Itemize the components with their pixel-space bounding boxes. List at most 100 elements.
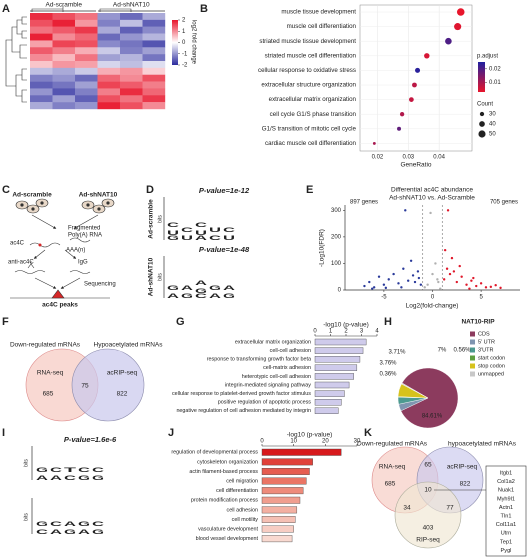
venn-circle xyxy=(71,348,145,422)
heatmap-cell xyxy=(75,74,98,82)
dot xyxy=(454,23,462,31)
category-label: cellular response to platelet-derived gr… xyxy=(172,391,311,397)
point xyxy=(452,270,456,273)
x-tick-label: 0.02 xyxy=(372,155,384,161)
axis-label: bits xyxy=(23,513,29,521)
panel-label: D xyxy=(146,184,154,196)
heatmap-cell xyxy=(52,102,76,110)
legend-swatch xyxy=(470,355,475,361)
heatmap-cell xyxy=(97,13,121,21)
point xyxy=(400,286,403,289)
term-label: striated muscle tissue development xyxy=(259,38,356,45)
panel-label: J xyxy=(168,427,174,439)
point xyxy=(368,280,371,284)
heatmap-cell xyxy=(52,95,76,103)
bar xyxy=(314,373,354,380)
heatmap-cell xyxy=(142,40,166,48)
value-label: 3.71% xyxy=(388,350,406,356)
group-label: Ad-scramble xyxy=(46,2,83,9)
legend-label: 50 xyxy=(489,132,496,138)
category-label: protein modification process xyxy=(191,498,258,504)
axis-label: bits xyxy=(23,459,29,467)
heatmap-cell xyxy=(120,74,143,82)
y-tick-label: 100 xyxy=(331,261,342,267)
heatmap-cell xyxy=(52,13,76,21)
motif-letter: A xyxy=(195,236,209,242)
heatmap-cell xyxy=(30,74,53,82)
bar xyxy=(261,516,296,523)
bar xyxy=(261,458,313,466)
x-tick-label: 5 xyxy=(479,295,483,301)
y-axis-label: -Log10(FDR) xyxy=(319,229,326,267)
legend-label: 5' UTR xyxy=(478,339,495,345)
heatmap-cell xyxy=(75,19,98,27)
dot xyxy=(445,37,452,45)
motif-letter: A xyxy=(195,281,209,287)
point xyxy=(429,211,432,215)
axis-label: bits xyxy=(157,273,163,281)
heatmap-cell xyxy=(75,54,98,62)
point xyxy=(431,272,434,276)
motif-letter: C xyxy=(78,468,92,474)
point xyxy=(442,278,446,281)
heatmap-cell xyxy=(52,61,76,69)
legend-swatch xyxy=(470,339,475,345)
point xyxy=(372,286,376,289)
motif-letter: G xyxy=(78,476,91,482)
point xyxy=(409,259,413,262)
value-label: 3.76% xyxy=(379,361,397,367)
bar xyxy=(261,506,298,514)
heatmap-cell xyxy=(97,40,121,48)
point xyxy=(470,279,473,282)
heatmap-cell xyxy=(120,81,143,89)
motif-letter: G xyxy=(36,468,49,474)
x-tick-label: 10 xyxy=(290,439,297,445)
panel-label: B xyxy=(200,3,208,15)
set-label: RNA-seq xyxy=(379,464,406,471)
legend-label: 897 genes xyxy=(350,200,378,206)
point xyxy=(417,276,421,280)
term-label: muscle cell differentiation xyxy=(287,23,357,30)
x-tick-label: 30 xyxy=(354,439,361,445)
point xyxy=(460,275,463,278)
motif-letter: U xyxy=(223,236,235,242)
chart-subtitle: Ad-shNAT10 vs. Ad-Scramble xyxy=(389,195,475,202)
point xyxy=(475,284,478,288)
point xyxy=(448,272,452,276)
point xyxy=(484,286,488,289)
y-tick-label: 200 xyxy=(331,234,342,240)
motif-letter: C xyxy=(167,223,181,229)
label: AAA(n) xyxy=(66,248,85,254)
term-label: extracellular matrix organization xyxy=(269,96,357,103)
point xyxy=(377,275,381,278)
heatmap-cell xyxy=(30,33,53,41)
heatmap-cell xyxy=(142,26,166,34)
gene-box xyxy=(485,465,527,557)
dot xyxy=(456,8,465,16)
y-tick-label: 0 xyxy=(338,288,342,294)
bar xyxy=(314,407,339,414)
legend-swatch xyxy=(470,347,475,353)
category-label: blood vessel development xyxy=(196,536,259,542)
label: ac4C peaks xyxy=(42,302,78,309)
gene-name: Col1a2 xyxy=(497,479,515,485)
dendrogram xyxy=(5,6,132,103)
chart-title: Differential ac4C abundance xyxy=(391,187,473,194)
set-title: Down-regulated mRNAs xyxy=(10,342,81,349)
x-axis-label: GeneRatio xyxy=(400,162,431,169)
term-label: cellular response to oxidative stress xyxy=(258,67,356,74)
heatmap-cell xyxy=(75,95,98,103)
x-tick-label: 4 xyxy=(375,329,379,335)
term-label: striated muscle cell differentiation xyxy=(265,52,357,59)
point xyxy=(499,286,502,290)
label: IgG xyxy=(78,260,88,266)
motif-letter: A xyxy=(181,286,195,292)
heatmap-cell xyxy=(52,33,76,41)
point xyxy=(479,282,483,285)
heatmap-cell xyxy=(97,81,121,89)
venn-count: 822 xyxy=(460,481,471,488)
motif-letter: U xyxy=(181,236,193,242)
heatmap-cell xyxy=(75,102,98,110)
point xyxy=(489,285,493,289)
chart-title: -log10 (p-value) xyxy=(323,322,369,329)
